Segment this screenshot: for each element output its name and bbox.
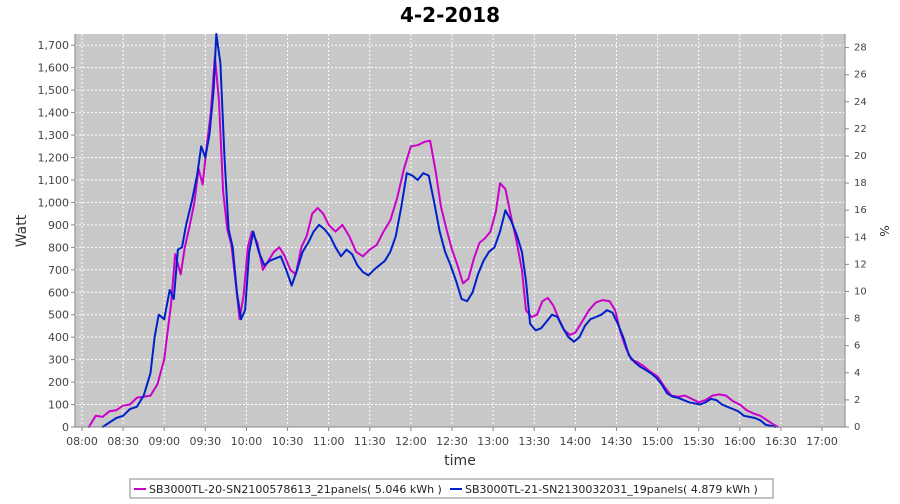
x-tick-label: 13:30 — [518, 435, 550, 448]
y-tick-label: 1,100 — [38, 174, 70, 187]
y-tick-label: 1,000 — [38, 196, 70, 209]
legend: SB3000TL-20-SN2100578613_21panels( 5.046… — [134, 483, 758, 496]
y-tick-label: 1,300 — [38, 129, 70, 142]
y2-tick-label: 0 — [854, 422, 860, 433]
x-tick-label: 09:00 — [148, 435, 180, 448]
x-tick-label: 15:00 — [642, 435, 674, 448]
x-tick-label: 10:30 — [272, 435, 304, 448]
y2-tick-label: 14 — [854, 232, 867, 243]
y-tick-label: 1,500 — [38, 84, 70, 97]
series-line-2 — [101, 33, 777, 428]
series-line-1 — [87, 55, 780, 428]
legend-label-2: SB3000TL-21-SN2130032031_19panels( 4.879… — [465, 483, 758, 496]
y2-tick-label: 28 — [854, 43, 867, 54]
x-tick-label: 13:00 — [477, 435, 509, 448]
x-tick-label: 10:00 — [231, 435, 263, 448]
x-tick-label: 14:00 — [559, 435, 591, 448]
y2-tick-label: 24 — [854, 97, 867, 108]
x-tick-label: 14:30 — [601, 435, 633, 448]
y2-tick-label: 6 — [854, 341, 860, 352]
y2-tick-label: 16 — [854, 205, 867, 216]
x-tick-label: 11:30 — [354, 435, 386, 448]
y-tick-label: 1,600 — [38, 62, 70, 75]
y-tick-label: 500 — [48, 309, 69, 322]
y2-tick-label: 2 — [854, 395, 860, 406]
y-tick-label: 200 — [48, 376, 69, 389]
y2-tick-label: 8 — [854, 314, 860, 325]
y-tick-label: 900 — [48, 219, 69, 232]
plot-area — [75, 34, 845, 427]
y-tick-label: 100 — [48, 399, 69, 412]
x-tick-label: 16:00 — [724, 435, 756, 448]
x-tick-label: 15:30 — [683, 435, 715, 448]
x-tick-label: 08:00 — [66, 435, 98, 448]
y2-tick-label: 22 — [854, 124, 867, 135]
series-layer — [87, 33, 780, 428]
y2-tick-label: 18 — [854, 178, 867, 189]
y-tick-label: 400 — [48, 331, 69, 344]
y-axis-ticks: 0 100 200 300 400 500 600 700 800 900 1,000 1,100 1,… — [38, 39, 75, 434]
y2-tick-label: 4 — [854, 368, 860, 379]
y2-tick-label: 26 — [854, 70, 867, 81]
y-tick-label: 1,200 — [38, 152, 70, 165]
y2-axis-label: % — [877, 225, 891, 236]
y-tick-label: 1,400 — [38, 107, 70, 120]
x-tick-label: 11:00 — [313, 435, 345, 448]
x-tick-label: 17:00 — [806, 435, 838, 448]
y-tick-label: 0 — [62, 421, 69, 434]
y-tick-label: 600 — [48, 286, 69, 299]
y-tick-label: 700 — [48, 264, 69, 277]
y2-tick-label: 10 — [854, 286, 867, 297]
x-tick-label: 12:30 — [436, 435, 468, 448]
x-axis-label: time — [444, 453, 476, 469]
chart-title: 4-2-2018 — [400, 3, 500, 27]
x-tick-label: 16:30 — [765, 435, 797, 448]
y-tick-label: 800 — [48, 241, 69, 254]
x-axis-ticks: 08:00 08:30 09:00 09:30 10:00 10:30 11:00 11:30… — [66, 427, 838, 448]
y-tick-label: 1,700 — [38, 39, 70, 52]
y-tick-label: 300 — [48, 354, 69, 367]
y2-tick-label: 20 — [854, 151, 867, 162]
legend-label-1: SB3000TL-20-SN2100578613_21panels( 5.046… — [149, 483, 442, 496]
y2-tick-label: 12 — [854, 259, 867, 270]
x-tick-label: 08:30 — [107, 435, 139, 448]
x-tick-label: 12:00 — [395, 435, 427, 448]
x-tick-label: 09:30 — [189, 435, 221, 448]
y-axis-label: Watt — [14, 214, 30, 247]
